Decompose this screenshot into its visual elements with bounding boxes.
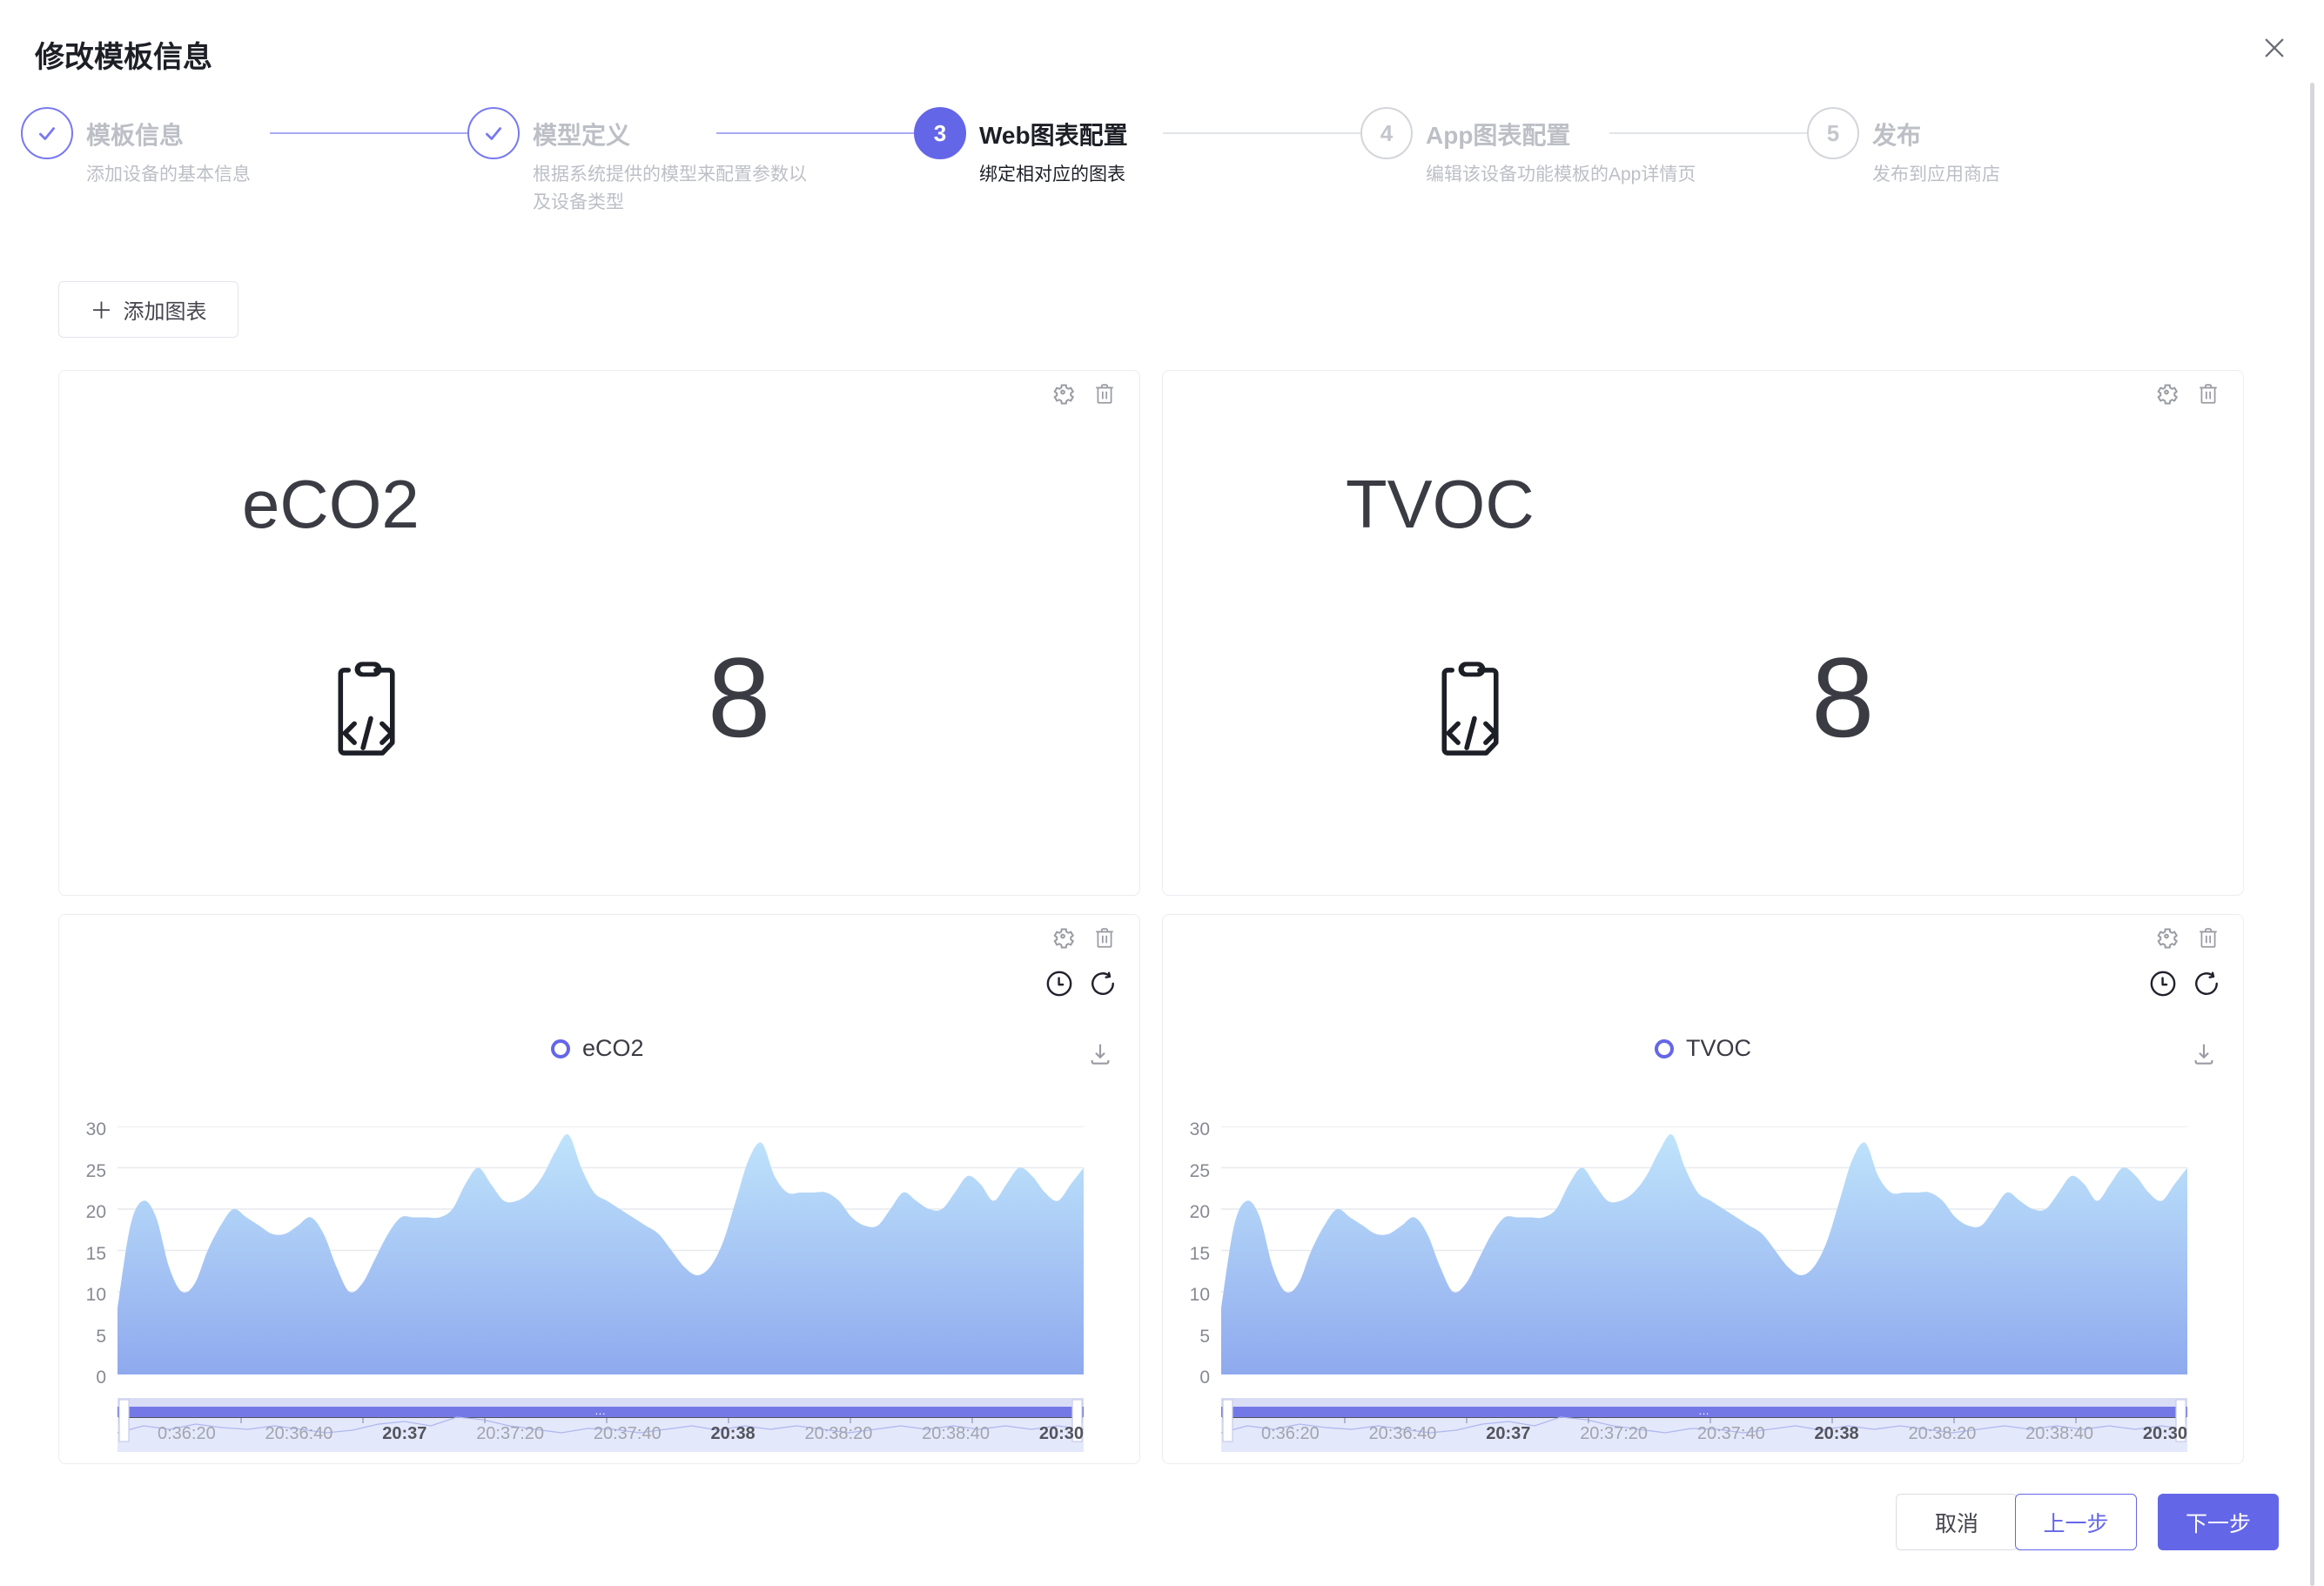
svg-text:…: … — [1698, 1404, 1710, 1417]
svg-text:…: … — [594, 1404, 607, 1417]
